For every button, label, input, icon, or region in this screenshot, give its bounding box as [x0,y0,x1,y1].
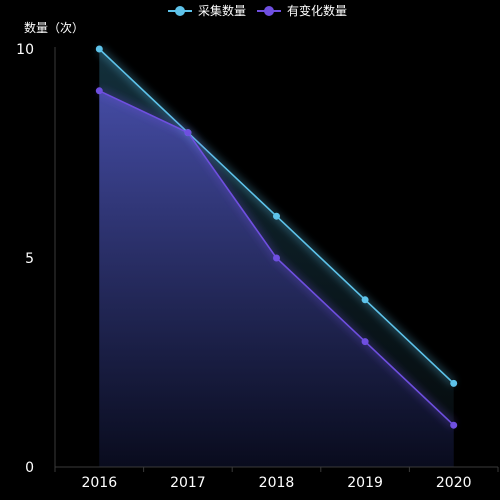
data-point-series-0[interactable] [273,212,280,220]
x-tick-label: 2017 [170,475,206,491]
x-tick-label: 2020 [436,475,472,491]
y-tick-label: 5 [25,251,34,267]
y-tick-label: 0 [25,460,34,476]
legend-label-series-1: 有变化数量 [287,3,347,18]
data-point-series-0[interactable] [95,45,103,53]
data-point-series-1[interactable] [450,421,458,429]
tick-labels: 0 5 10 2016 2017 2018 2019 2020 [16,42,471,491]
axes [54,47,499,472]
legend-item-series-1[interactable]: 有变化数量 [257,3,347,18]
legend-label-series-0: 采集数量 [198,3,246,18]
x-tick-label: 2016 [81,475,117,491]
series-points [95,45,458,429]
data-point-series-1[interactable] [273,254,280,262]
legend-item-series-0[interactable]: 采集数量 [168,3,246,18]
data-point-series-0[interactable] [450,379,458,387]
data-point-series-1[interactable] [184,129,192,137]
legend-marker-series-0 [175,6,185,16]
legend: 采集数量 有变化数量 [168,3,347,18]
x-tick-label: 2019 [347,475,383,491]
data-point-series-1[interactable] [361,338,369,346]
area-fill-series-1 [99,90,454,468]
data-point-series-1[interactable] [95,87,103,95]
data-point-series-0[interactable] [361,296,369,304]
legend-marker-series-1 [264,6,274,16]
x-tick-label: 2018 [259,475,295,491]
y-axis-title: 数量（次） [24,20,84,35]
y-tick-label: 10 [16,42,34,58]
